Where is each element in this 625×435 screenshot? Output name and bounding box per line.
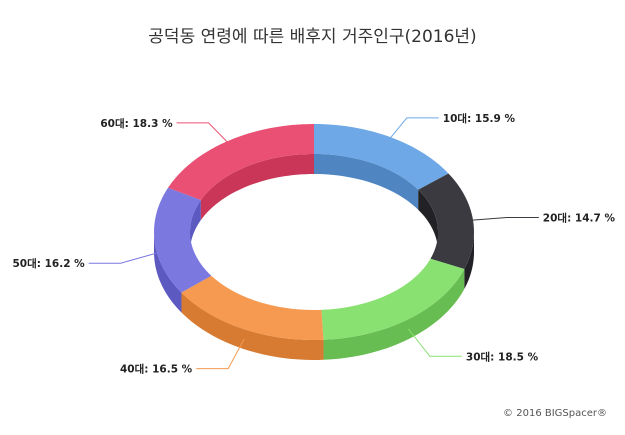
data-label-50대: 50대: 16.2 % (12, 257, 85, 270)
leader-line-40대 (196, 338, 245, 370)
slice-20대[interactable] (418, 173, 474, 270)
leader-line-30대 (408, 328, 462, 357)
slice-30대[interactable] (321, 258, 465, 340)
outer-wall-40대 (181, 292, 324, 360)
slice-40대[interactable] (181, 275, 324, 340)
inner-wall-10대 (314, 154, 419, 210)
leader-line-60대 (176, 122, 229, 144)
leader-line-10대 (389, 117, 439, 140)
data-label-40대: 40대: 16.5 % (120, 363, 193, 376)
data-label-10대: 10대: 15.9 % (443, 112, 516, 125)
inner-wall-20대 (418, 189, 438, 252)
copyright-credit: © 2016 BIGSpacer® (503, 408, 607, 419)
slice-50대[interactable] (154, 187, 212, 293)
data-label-60대: 60대: 18.3 % (100, 117, 173, 130)
outer-wall-30대 (323, 269, 465, 360)
data-label-30대: 30대: 18.5 % (466, 350, 539, 363)
outer-wall-20대 (464, 232, 474, 290)
donut-side-walls (154, 154, 474, 360)
data-labels: 10대: 15.9 % 20대: 14.7 % 30대: 18.5 % 40대: 16… (12, 112, 615, 376)
outer-wall-50대 (154, 232, 182, 313)
slice-10대[interactable] (314, 124, 449, 190)
slice-60대[interactable] (168, 124, 314, 201)
leader-line-20대 (470, 217, 539, 221)
inner-wall-50대 (190, 200, 201, 252)
donut-slices (154, 124, 474, 340)
chart-title: 공덕동 연령에 따른 배후지 거주인구(2016년) (148, 27, 477, 47)
data-label-20대: 20대: 14.7 % (543, 212, 616, 225)
inner-wall-60대 (200, 154, 314, 221)
leader-line-50대 (88, 252, 157, 264)
